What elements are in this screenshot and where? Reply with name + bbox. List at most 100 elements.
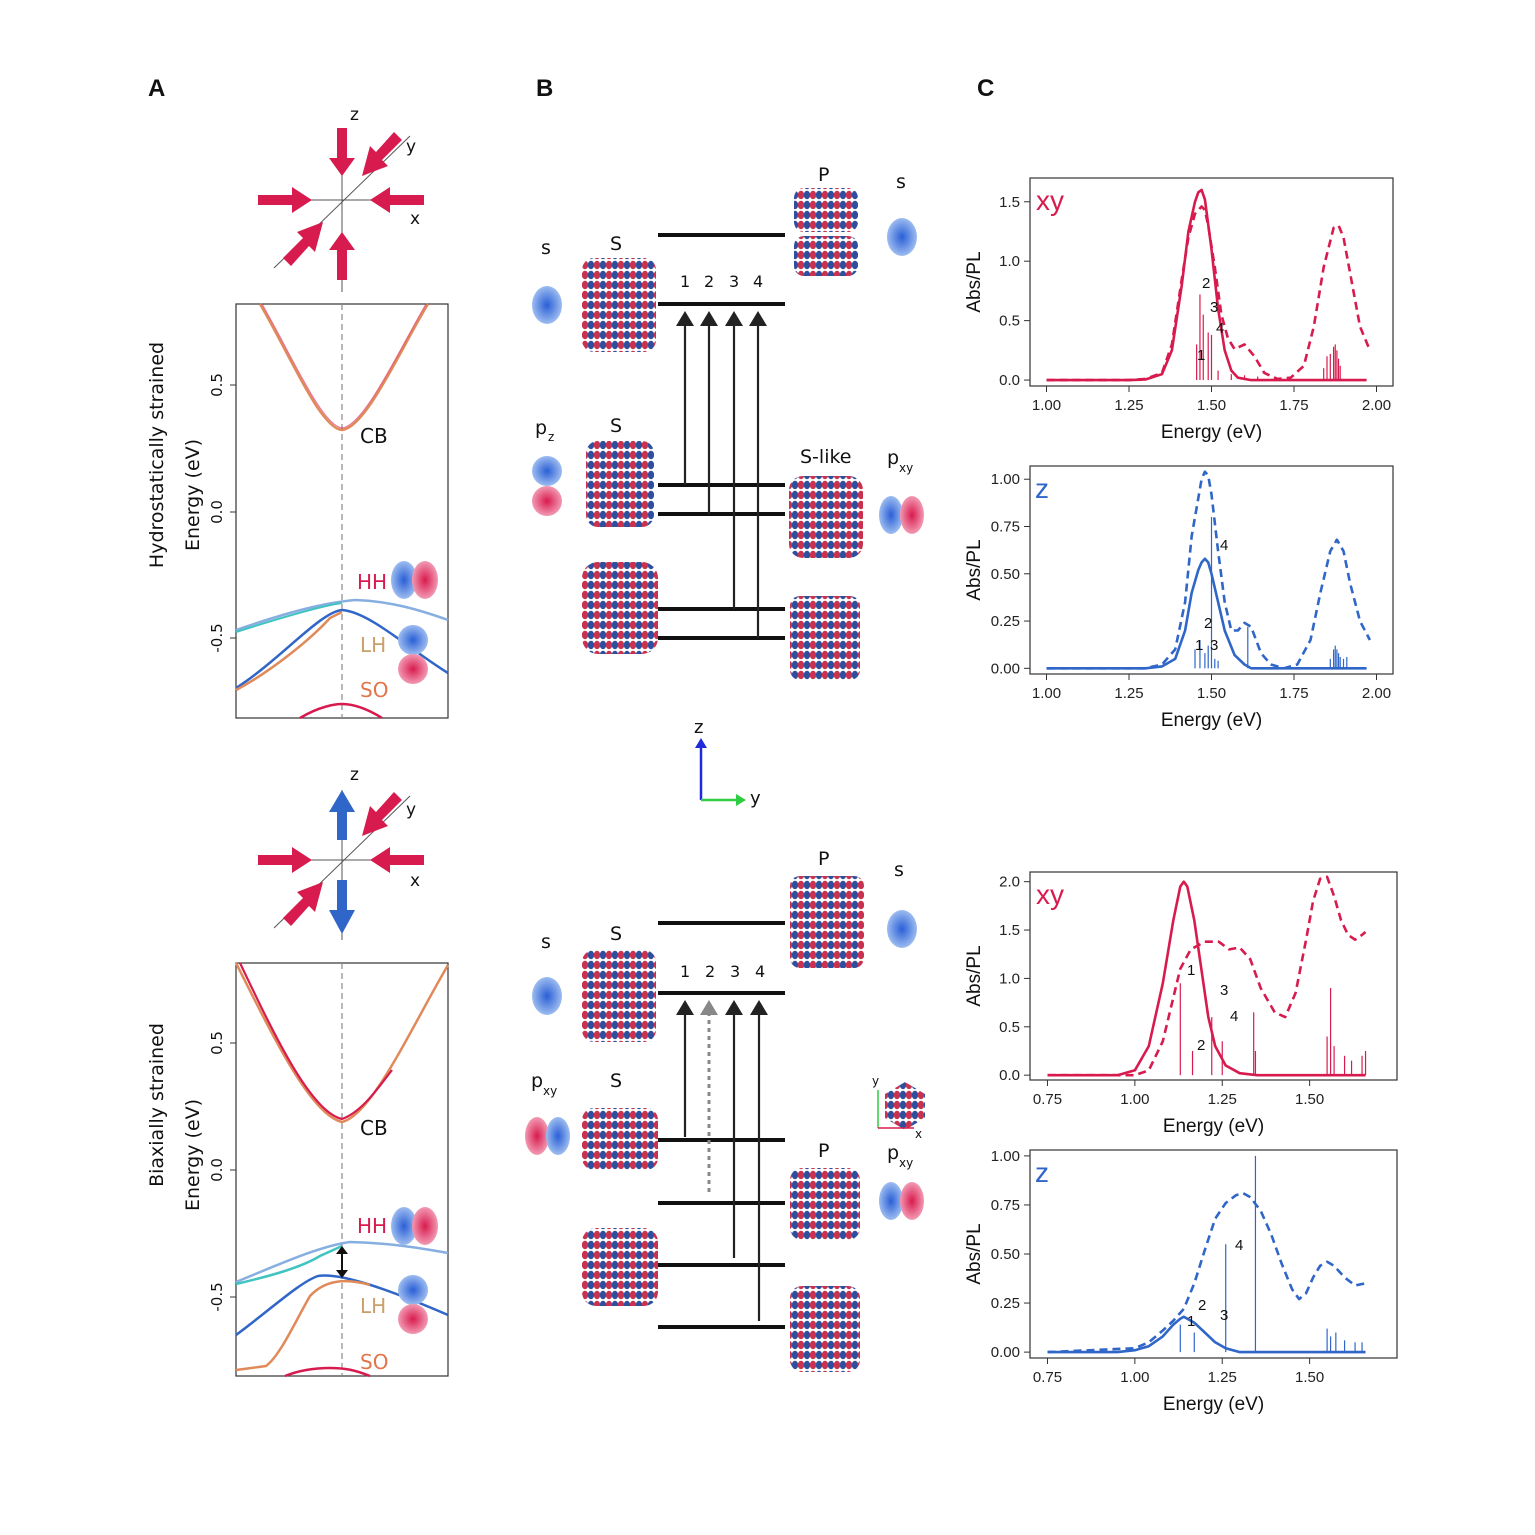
transition-annotation: 1 (1187, 1313, 1195, 1330)
y-tick-label: 0.75 (991, 1197, 1020, 1214)
chart-1: 1.00 1.25 1.50 1.75 2.00 0.0 0.5 1.0 1.5 Energy (… (964, 177, 1394, 443)
hh-band-lightblue (235, 598, 449, 632)
panel-a-top-strain-diagram: z y x (258, 105, 424, 292)
panel-a-bottom-strain-diagram: z y x (258, 765, 424, 940)
transition-label-3: 3 (729, 272, 739, 291)
transition-annotation: 4 (1216, 320, 1224, 337)
panel-label-a: A (148, 75, 165, 102)
y-tick-label: 1.5 (999, 922, 1020, 939)
ytick-top-2: -0.5 (208, 623, 226, 652)
cb-band-red (261, 303, 427, 429)
chart-title: z (1035, 473, 1049, 504)
label-S: S (610, 233, 622, 255)
y-tick-label: 0.5 (999, 1019, 1020, 1036)
axis-x-label-b: x (410, 871, 420, 891)
lh-label-b: LH (360, 1294, 386, 1318)
label-p-sub: z (548, 430, 554, 444)
s-orbital-icon (887, 218, 917, 256)
panel-label-b: B (536, 75, 553, 102)
ylabel-strain-bottom: Biaxially strained (146, 1023, 168, 1187)
chart-frame (1029, 1149, 1398, 1359)
transition-annotation: 3 (1220, 1307, 1228, 1324)
pxy-orbital-icon (525, 1117, 570, 1155)
y-tick-label: 0.50 (991, 1246, 1020, 1263)
transition-label-2: 2 (704, 272, 714, 291)
coordinate-axes-icon: z y (694, 717, 761, 809)
hh-orbital-icon (391, 561, 438, 599)
hh-band-teal (235, 602, 343, 633)
x-tick-label: 1.50 (1197, 685, 1226, 702)
wavefunction-image (790, 876, 864, 968)
x-tick-label: 1.25 (1114, 685, 1143, 702)
y-axis-label: Abs/PL (964, 539, 985, 600)
label-S: S (610, 923, 622, 945)
cb-band-orange (258, 303, 430, 432)
lh-orbital-icon-b (398, 1275, 428, 1334)
ylabel-strain-top: Hydrostatically strained (146, 342, 168, 568)
y-tick-label: 0.25 (991, 613, 1020, 630)
transition-label-2: 2 (705, 962, 715, 981)
label-p-sub: xy (543, 1084, 557, 1098)
label-S-like: S-like (800, 446, 852, 468)
axis-x-label: x (410, 209, 420, 229)
inset-x-label: x (915, 1127, 922, 1141)
ytick-bot-2: -0.5 (208, 1282, 226, 1311)
label-p-sub: xy (899, 1156, 913, 1170)
s-orbital-icon (887, 910, 917, 948)
ytick-top-0: 0.5 (208, 373, 226, 397)
s-orbital-icon (532, 977, 562, 1015)
transition-annotation: 1 (1197, 347, 1205, 364)
panel-label-c: C (977, 75, 994, 102)
y-tick-label: 1.00 (991, 1148, 1020, 1165)
x-tick-label: 1.00 (1032, 685, 1061, 702)
compress-arrows-icon (258, 128, 424, 280)
x-tick-label: 1.25 (1208, 1091, 1237, 1108)
transition-arrows-top (683, 326, 760, 638)
wavefunction-image (582, 1108, 658, 1170)
axis-z-label: z (350, 105, 359, 125)
label-S: S (610, 415, 622, 437)
lh-band-orange-b (235, 1279, 371, 1372)
x-tick-label: 1.25 (1114, 397, 1143, 414)
transition-label-1: 1 (680, 272, 690, 291)
pz-orbital-icon (532, 456, 562, 516)
so-label: SO (360, 678, 388, 702)
y-tick-label: 1.5 (999, 194, 1020, 211)
cb-label-b: CB (360, 1116, 388, 1140)
wavefunction-image (582, 1228, 658, 1306)
y-tick-label: 1.00 (991, 471, 1020, 488)
wavefunction-image (582, 562, 658, 654)
label-P: P (818, 164, 829, 186)
energy-levels-bottom (658, 921, 785, 1329)
transition-label-4: 4 (753, 272, 763, 291)
chart-2: 1.00 1.25 1.50 1.75 2.00 0.00 0.25 0.50 0.75 1.00… (964, 465, 1394, 731)
x-tick-label: 0.75 (1033, 1091, 1062, 1108)
panel-b-top: 1 2 3 4 s S p z S P s S-like p xy (532, 164, 924, 680)
x-tick-label: 1.75 (1279, 685, 1308, 702)
transition-label-1: 1 (680, 962, 690, 981)
chart-title: z (1035, 1157, 1049, 1188)
transition-annotation: 2 (1202, 275, 1210, 292)
inset-y-label: y (872, 1074, 879, 1088)
so-label-b: SO (360, 1350, 388, 1374)
label-s: s (896, 171, 906, 193)
coord-z-label: z (694, 717, 703, 738)
y-tick-label: 2.0 (999, 874, 1020, 891)
label-p: p (535, 417, 547, 439)
lh-band-orange (235, 610, 343, 692)
label-p: p (887, 447, 899, 469)
transition-annotation: 1 (1195, 637, 1203, 654)
cb-label: CB (360, 424, 388, 448)
x-tick-label: 1.00 (1120, 1091, 1149, 1108)
pxy-orbital-icon (879, 496, 924, 534)
biaxial-compress-arrows-icon (258, 792, 424, 926)
panel-c-charts: 1.00 1.25 1.50 1.75 2.00 0.0 0.5 1.0 1.5 Energy (… (964, 177, 1398, 1415)
chart-3: 0.75 1.00 1.25 1.50 0.0 0.5 1.0 1.5 2.0 Energy (e… (964, 871, 1398, 1137)
label-p-sub: xy (899, 461, 913, 475)
y-axis-label: Abs/PL (964, 945, 985, 1006)
transition-annotation: 2 (1197, 1037, 1205, 1054)
transition-annotation: 3 (1210, 637, 1218, 654)
y-tick-label: 0.0 (999, 372, 1020, 389)
axis-y-label-b: y (406, 800, 416, 820)
x-tick-label: 1.25 (1208, 1369, 1237, 1386)
